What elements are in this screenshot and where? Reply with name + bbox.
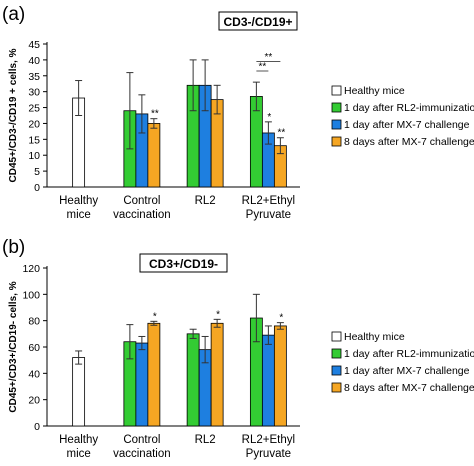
y-tick-label: 0 — [34, 182, 40, 194]
y-tick-label: 0 — [34, 421, 40, 433]
x-category-label: vaccination — [113, 448, 171, 460]
significance-mark: ** — [151, 109, 159, 120]
y-tick-label: 45 — [28, 39, 40, 51]
x-category-label: RL2 — [195, 195, 216, 207]
bar — [147, 123, 161, 188]
x-category-label: RL2 — [195, 434, 216, 446]
y-tick-label: 20 — [28, 118, 40, 130]
y-tick-label: 120 — [22, 263, 40, 275]
chart-panel-a: (a) CD3-/CD19+ CD45+/CD3-/CD19 + cells, % 0… — [2, 4, 474, 221]
chart-title-box — [139, 253, 228, 273]
y-tick-label: 40 — [28, 368, 40, 380]
panel-label: (a) — [2, 4, 25, 25]
bar — [261, 334, 275, 427]
x-category-label: Control — [123, 434, 160, 446]
legend-swatch — [331, 348, 342, 359]
chart-panel-b: (b) CD3+/CD19- CD45+/CD3+/CD19- cells, % 0 2… — [2, 237, 474, 460]
y-tick-label: 40 — [28, 55, 40, 67]
legend-label: 1 day after RL2-immunization — [344, 102, 474, 114]
x-category-label: vaccination — [113, 209, 171, 221]
x-category-label: Pyruvate — [246, 448, 291, 460]
legend-swatch — [331, 85, 342, 96]
significance-mark: * — [216, 309, 220, 320]
panel-label: (b) — [2, 237, 25, 258]
y-tick-label: 25 — [28, 103, 40, 115]
legend-label: 8 days after MX-7 challenge — [344, 136, 474, 148]
legend-label: 1 day after MX-7 challenge — [344, 365, 470, 377]
bracket-label: ** — [258, 62, 266, 73]
legend-label: Healthy mice — [344, 85, 405, 97]
bar — [186, 333, 200, 427]
x-category-label: RL2+Ethyl — [242, 195, 295, 207]
x-category-label: RL2+Ethyl — [242, 434, 295, 446]
y-tick-label: 100 — [22, 289, 40, 301]
y-tick-label: 30 — [28, 87, 40, 99]
y-axis-label: CD45+/CD3+/CD19- cells, % — [8, 281, 19, 412]
significance-mark: ** — [277, 128, 285, 139]
x-category-label: Pyruvate — [246, 209, 291, 221]
y-tick-label: 15 — [28, 134, 40, 146]
legend-swatch — [331, 102, 342, 113]
x-category-label: Healthy — [59, 434, 98, 446]
significance-mark: * — [153, 311, 157, 322]
chart-title: CD3+/CD19- — [149, 257, 218, 271]
x-category-label: mice — [66, 209, 90, 221]
legend-swatch — [331, 331, 342, 342]
bar — [72, 357, 86, 427]
bracket-label: ** — [264, 52, 272, 63]
bar — [135, 342, 149, 427]
x-category-label: mice — [66, 448, 90, 460]
bar — [210, 322, 224, 427]
legend-label: 1 day after MX-7 challenge — [344, 119, 470, 131]
x-category-label: Healthy — [59, 195, 98, 207]
chart-title-box — [218, 11, 298, 31]
legend-swatch — [331, 136, 342, 147]
chart-title: CD3-/CD19+ — [223, 15, 292, 29]
legend-swatch — [331, 382, 342, 393]
legend-label: 1 day after RL2-immunization — [344, 348, 474, 360]
bar — [273, 325, 287, 427]
significance-mark: * — [279, 313, 283, 324]
legend-swatch — [331, 119, 342, 130]
y-tick-label: 20 — [28, 395, 40, 407]
y-tick-label: 10 — [28, 150, 40, 162]
legend-label: 8 days after MX-7 challenge — [344, 382, 474, 394]
bar — [147, 322, 161, 427]
y-tick-label: 35 — [28, 71, 40, 83]
y-axis-label: CD45+/CD3-/CD19 + cells, % — [8, 48, 19, 182]
x-category-label: Control — [123, 195, 160, 207]
legend-swatch — [331, 365, 342, 376]
legend-label: Healthy mice — [344, 331, 405, 343]
y-tick-label: 80 — [28, 316, 40, 328]
significance-mark: * — [267, 112, 271, 123]
y-tick-label: 60 — [28, 342, 40, 354]
y-tick-label: 5 — [34, 166, 40, 178]
